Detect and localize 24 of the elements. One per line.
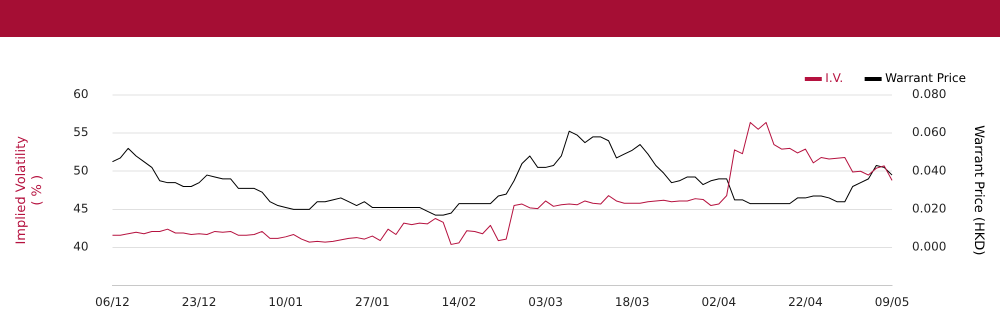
- y-axis-title: Implied Volatility ( % ): [14, 136, 45, 245]
- x-tick-label: 06/12: [95, 294, 130, 309]
- x-tick-label: 03/03: [528, 294, 563, 309]
- y2-tick-label: 0.040: [912, 163, 946, 178]
- x-tick-label: 10/01: [268, 294, 304, 309]
- y-tick-label: 45: [73, 201, 88, 216]
- y2-axis-title: Warrant Price (HKD): [970, 125, 986, 256]
- y2-tick-label: 0.000: [912, 240, 946, 254]
- x-tick-label: 02/04: [702, 294, 736, 309]
- x-tick-label: 22/04: [788, 294, 823, 309]
- x-tick-label: 09/05: [874, 294, 910, 309]
- y-tick-label: 40: [73, 240, 88, 254]
- x-tick-label: 14/02: [442, 294, 476, 309]
- legend-label: I.V.: [825, 71, 844, 86]
- y2-tick-label: 0.080: [912, 87, 946, 102]
- x-tick-label: 23/12: [182, 294, 216, 309]
- x-tick-label: 27/01: [355, 294, 390, 309]
- y-tick-label: 50: [73, 163, 88, 178]
- y2-tick-label: 0.020: [912, 201, 946, 216]
- y-tick-label: 60: [73, 87, 88, 102]
- y2-tick-label: 0.060: [912, 125, 946, 140]
- y-tick-label: 55: [73, 125, 88, 140]
- legend-label: Warrant Price: [885, 71, 966, 86]
- x-tick-label: 18/03: [614, 294, 650, 309]
